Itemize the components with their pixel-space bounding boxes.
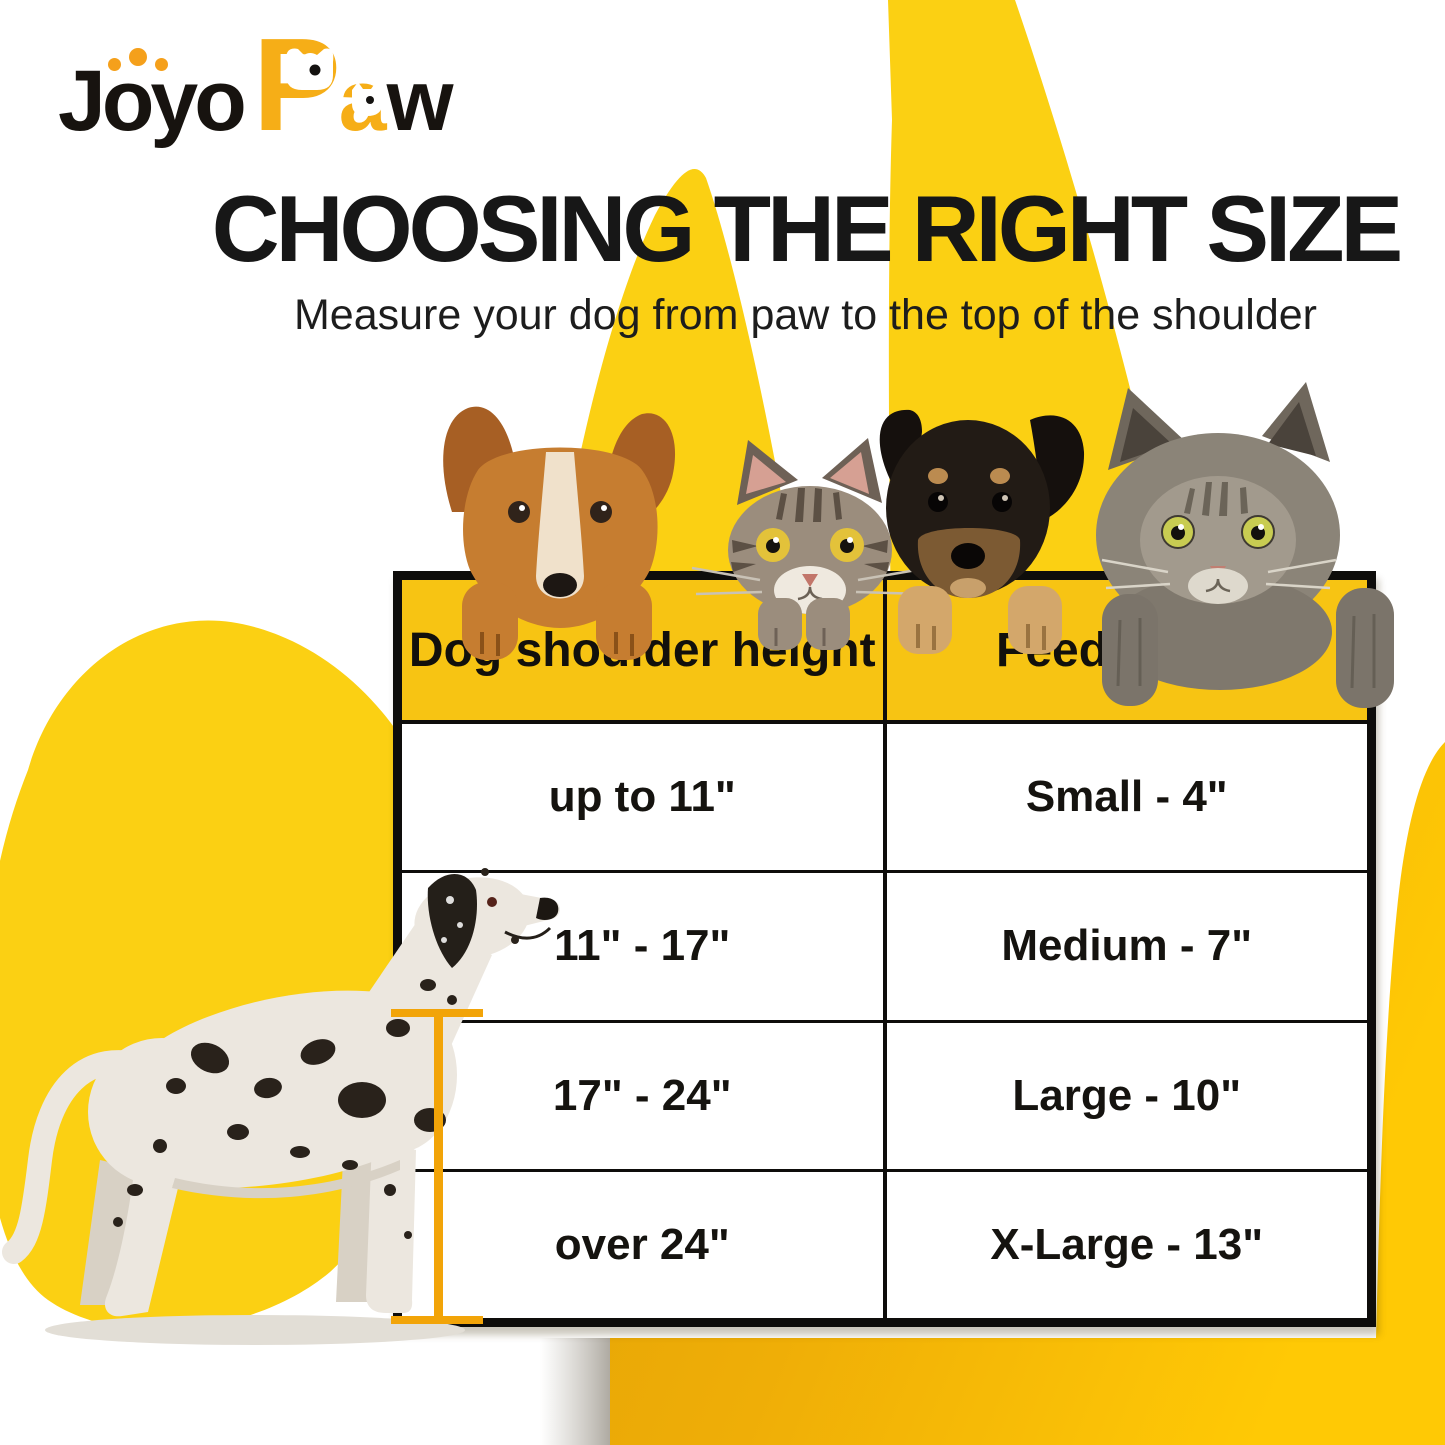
page-title: CHOOSING THE RIGHT SIZE (211, 176, 1404, 281)
brown-dog-photo (443, 406, 676, 660)
logo-text-w: w (386, 53, 454, 149)
cell-row3-height: 17" - 24" (402, 1022, 887, 1169)
paw-pad-bottom-right-icon (610, 742, 1445, 1445)
dalmatian-spots (113, 868, 519, 1239)
pets-row-photo (443, 382, 1394, 708)
logo-text-joyo: Joyo (58, 53, 247, 149)
page-subtitle: Measure your dog from paw to the top of … (293, 290, 1318, 339)
cell-row1-height: up to 11" (402, 724, 887, 871)
tabby-cat-photo (691, 438, 929, 650)
title-block: CHOOSING THE RIGHT SIZE Measure your dog… (178, 176, 1433, 340)
cell-row1-size: Small - 4" (886, 724, 1367, 871)
table-row: 17" - 24" Large - 10" (402, 1022, 1367, 1172)
cat-face-icon (351, 82, 382, 116)
shoulder-height-measure-line (391, 1009, 483, 1324)
cell-row3-size: Large - 10" (886, 1022, 1367, 1169)
logo-letter-a: a (339, 58, 387, 144)
logo-paw-dots-icon (108, 48, 168, 71)
dog-face-icon (285, 48, 334, 90)
size-table: Dog shoulder height Feeder size up to 11… (393, 571, 1376, 1327)
gray-cat-photo (1096, 382, 1394, 708)
table-side-shadow (540, 1338, 610, 1445)
brand-logo: Joyo P a w (58, 19, 454, 164)
cell-row2-size: Medium - 7" (886, 873, 1367, 1020)
cell-row4-height: over 24" (402, 1171, 887, 1318)
dalmatian-illustration (2, 868, 560, 1345)
table-row: over 24" X-Large - 13" (402, 1171, 1367, 1318)
black-tan-puppy-photo (879, 409, 1085, 654)
table-row: up to 11" Small - 4" (402, 724, 1367, 874)
logo-letter-p: P (253, 19, 341, 151)
cell-row4-size: X-Large - 13" (886, 1171, 1367, 1318)
dalmatian-measure-illustration (2, 868, 560, 1345)
